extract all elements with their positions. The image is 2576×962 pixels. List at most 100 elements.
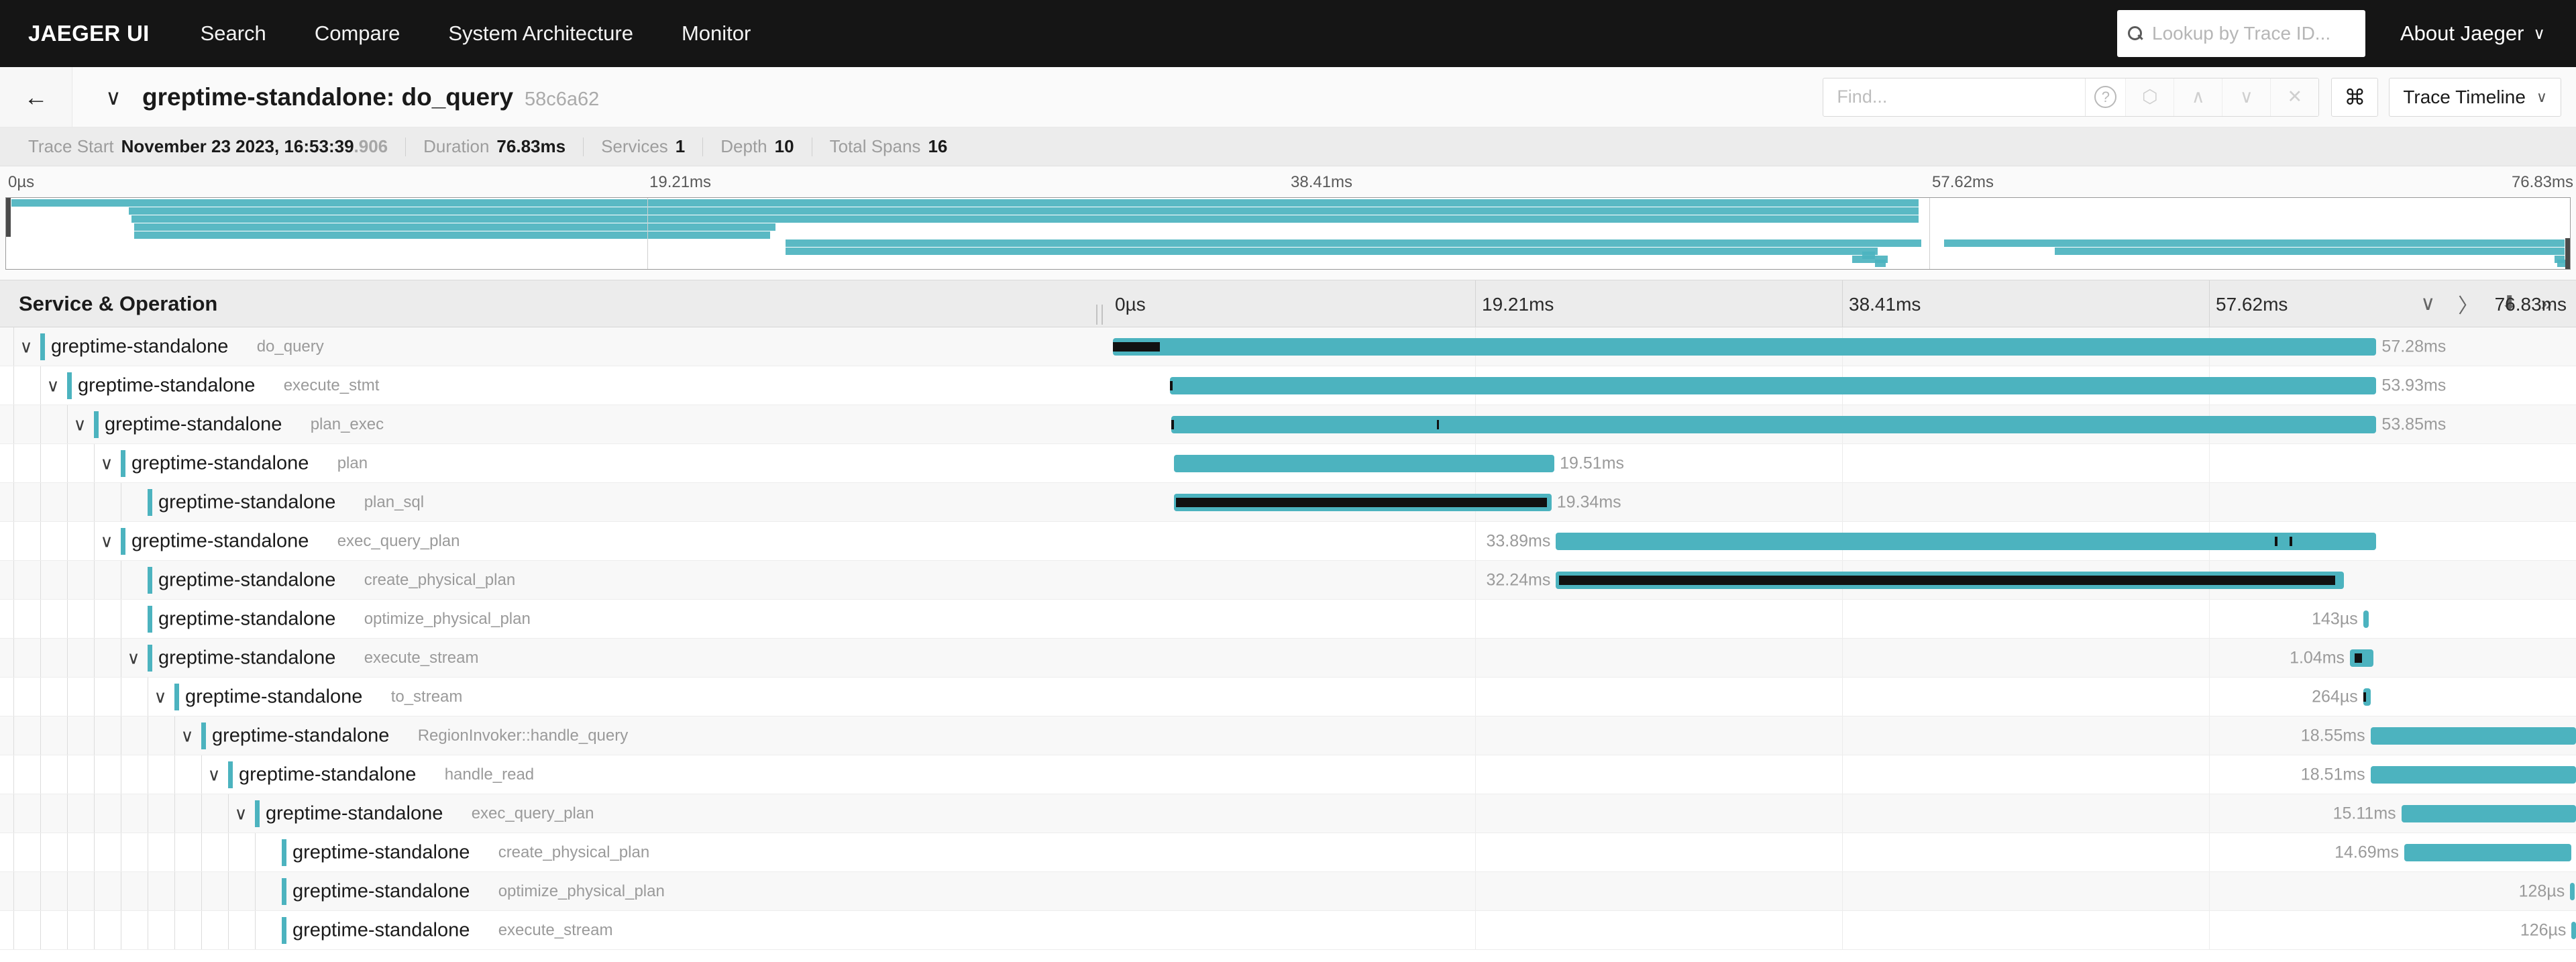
view-mode-select[interactable]: Trace Timeline ∨ <box>2389 77 2561 117</box>
span-row[interactable]: greptime-standalone create_physical_plan 1… <box>0 833 2576 872</box>
minimap-span-bar <box>2557 260 2568 267</box>
span-bar-cell[interactable]: 53.93ms <box>1108 366 2576 405</box>
minimap-left-drag-handle[interactable] <box>6 198 11 237</box>
trace-title-collapse-caret[interactable]: ∨ <box>105 85 121 109</box>
app-logo[interactable]: JAEGER UI <box>28 21 150 46</box>
span-duration-bar[interactable] <box>2363 688 2371 706</box>
span-duration-bar[interactable] <box>2401 805 2576 822</box>
minimap-canvas[interactable] <box>5 197 2571 270</box>
nav-link-search[interactable]: Search <box>200 21 266 45</box>
nav-link-monitor[interactable]: Monitor <box>681 21 751 45</box>
focus-matches-button[interactable]: ⬡ <box>2125 78 2174 116</box>
find-input[interactable]: Find... <box>1837 87 1888 107</box>
chevron-down-icon[interactable]: ∨ <box>154 686 167 706</box>
span-name-cell[interactable]: greptime-standalone execute_stream <box>0 911 1108 949</box>
span-duration-bar[interactable] <box>2571 922 2576 939</box>
span-name-cell[interactable]: ∨ greptime-standalone plan_exec <box>0 405 1108 443</box>
span-row[interactable]: ∨ greptime-standalone plan 19.51ms <box>0 444 2576 483</box>
chevron-down-icon[interactable]: ∨ <box>73 414 87 434</box>
span-duration-bar[interactable] <box>2370 766 2576 784</box>
span-row[interactable]: greptime-standalone optimize_physical_pla… <box>0 872 2576 911</box>
span-bar-cell[interactable]: 15.11ms <box>1108 794 2576 833</box>
span-row[interactable]: ∨ greptime-standalone to_stream 264µs <box>0 678 2576 716</box>
span-rows-container[interactable]: ∨ greptime-standalone do_query 57.28ms ∨ grep… <box>0 327 2576 959</box>
next-match-button[interactable]: ∨ <box>2222 78 2271 116</box>
span-bar-cell[interactable]: 53.85ms <box>1108 405 2576 443</box>
span-row[interactable]: ∨ greptime-standalone plan_exec 53.85ms <box>0 405 2576 444</box>
span-name-cell[interactable]: greptime-standalone plan_sql <box>0 483 1108 521</box>
span-row[interactable]: greptime-standalone create_physical_plan 3… <box>0 561 2576 600</box>
span-duration-bar[interactable] <box>1556 533 2377 550</box>
minimap-right-drag-handle[interactable] <box>2565 238 2570 269</box>
chevron-down-icon[interactable]: ∨ <box>100 453 113 473</box>
span-row[interactable]: ∨ greptime-standalone RegionInvoker::handl… <box>0 716 2576 755</box>
trace-id-lookup-input[interactable]: Lookup by Trace ID... <box>2117 10 2365 57</box>
chevron-down-icon[interactable]: ∨ <box>100 531 113 551</box>
span-name-cell[interactable]: ∨ greptime-standalone handle_read <box>0 755 1108 794</box>
span-name-cell[interactable]: ∨ greptime-standalone execute_stream <box>0 639 1108 677</box>
span-duration-bar[interactable] <box>2370 727 2576 745</box>
span-bar-cell[interactable]: 19.34ms <box>1108 483 2576 521</box>
span-row[interactable]: greptime-standalone optimize_physical_pla… <box>0 600 2576 639</box>
span-bar-cell[interactable]: 14.69ms <box>1108 833 2576 871</box>
expand-all-icon[interactable]: » <box>2540 292 2552 315</box>
collapse-all-icon[interactable]: ⬇ <box>2501 292 2518 315</box>
chevron-down-icon[interactable]: ∨ <box>46 375 60 395</box>
span-duration-bar[interactable] <box>2363 610 2369 628</box>
span-row[interactable]: ∨ greptime-standalone execute_stmt 53.93ms <box>0 366 2576 405</box>
span-name-cell[interactable]: ∨ greptime-standalone to_stream <box>0 678 1108 716</box>
back-button[interactable]: ← <box>0 67 72 127</box>
span-duration-bar[interactable] <box>1169 377 2377 394</box>
clear-search-button[interactable]: ✕ <box>2270 78 2319 116</box>
collapse-one-icon[interactable]: ∨ <box>2420 292 2436 315</box>
span-row[interactable]: ∨ greptime-standalone handle_read 18.51ms <box>0 755 2576 794</box>
span-name-cell[interactable]: ∨ greptime-standalone plan <box>0 444 1108 482</box>
span-name-cell[interactable]: ∨ greptime-standalone exec_query_plan <box>0 794 1108 833</box>
span-row[interactable]: ∨ greptime-standalone execute_stream 1.04ms <box>0 639 2576 678</box>
trace-minimap[interactable]: 0µs 19.21ms 38.41ms 57.62ms 76.83ms <box>0 166 2576 280</box>
nav-link-compare[interactable]: Compare <box>314 21 400 45</box>
span-bar-cell[interactable]: 32.24ms <box>1108 561 2576 599</box>
span-name-cell[interactable]: ∨ greptime-standalone RegionInvoker::handl… <box>0 716 1108 755</box>
span-duration-bar[interactable] <box>1174 455 1555 472</box>
span-row[interactable]: greptime-standalone plan_sql 19.34ms <box>0 483 2576 522</box>
span-row[interactable]: greptime-standalone execute_stream 126µs <box>0 911 2576 950</box>
span-bar-cell[interactable]: 18.51ms <box>1108 755 2576 794</box>
span-duration-bar[interactable] <box>2350 649 2374 667</box>
chevron-down-icon[interactable]: ∨ <box>180 725 194 745</box>
chevron-down-icon[interactable]: ∨ <box>207 764 221 784</box>
chevron-down-icon[interactable]: ∨ <box>19 336 33 356</box>
span-bar-cell[interactable]: 143µs <box>1108 600 2576 638</box>
span-duration-bar[interactable] <box>2570 883 2575 900</box>
span-duration-bar[interactable] <box>1171 416 2377 433</box>
span-name-cell[interactable]: greptime-standalone optimize_physical_pla… <box>0 872 1108 910</box>
span-name-cell[interactable]: greptime-standalone create_physical_plan <box>0 833 1108 871</box>
span-bar-cell[interactable]: 1.04ms <box>1108 639 2576 677</box>
column-resize-handle[interactable] <box>1096 305 1103 325</box>
nav-link-system-architecture[interactable]: System Architecture <box>448 21 633 45</box>
search-help-button[interactable]: ? <box>2085 78 2126 116</box>
span-bar-cell[interactable]: 128µs <box>1108 872 2576 910</box>
span-name-cell[interactable]: greptime-standalone create_physical_plan <box>0 561 1108 599</box>
span-row[interactable]: ∨ greptime-standalone do_query 57.28ms <box>0 327 2576 366</box>
span-name-cell[interactable]: ∨ greptime-standalone execute_stmt <box>0 366 1108 405</box>
span-duration-bar[interactable] <box>1112 338 2377 356</box>
span-bar-cell[interactable]: 33.89ms <box>1108 522 2576 560</box>
prev-match-button[interactable]: ∧ <box>2174 78 2222 116</box>
span-name-cell[interactable]: ∨ greptime-standalone do_query <box>0 327 1108 366</box>
span-row[interactable]: ∨ greptime-standalone exec_query_plan 33.89… <box>0 522 2576 561</box>
expand-one-icon[interactable]: 〉 <box>2458 295 2479 317</box>
span-name-cell[interactable]: greptime-standalone optimize_physical_pla… <box>0 600 1108 638</box>
span-bar-cell[interactable]: 57.28ms <box>1108 327 2576 366</box>
span-bar-cell[interactable]: 126µs <box>1108 911 2576 949</box>
about-jaeger-menu[interactable]: About Jaeger ∨ <box>2400 21 2545 46</box>
span-bar-cell[interactable]: 264µs <box>1108 678 2576 716</box>
chevron-down-icon[interactable]: ∨ <box>127 647 140 667</box>
span-duration-bar[interactable] <box>2404 844 2572 861</box>
span-name-cell[interactable]: ∨ greptime-standalone exec_query_plan <box>0 522 1108 560</box>
span-bar-cell[interactable]: 19.51ms <box>1108 444 2576 482</box>
keyboard-shortcuts-button[interactable]: ⌘ <box>2331 77 2379 117</box>
span-row[interactable]: ∨ greptime-standalone exec_query_plan 15.11… <box>0 794 2576 833</box>
chevron-down-icon[interactable]: ∨ <box>234 803 248 823</box>
span-bar-cell[interactable]: 18.55ms <box>1108 716 2576 755</box>
